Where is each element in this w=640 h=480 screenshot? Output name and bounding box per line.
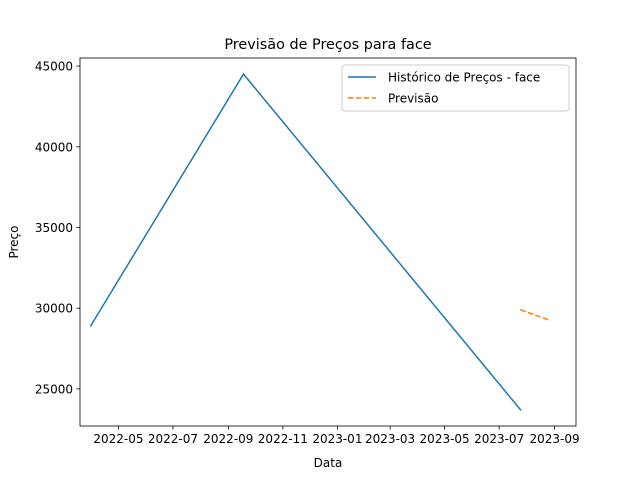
data-point-0-1	[242, 73, 245, 75]
legend-label-1: Previsão	[388, 92, 438, 106]
x-tick-label: 2023-09	[529, 432, 579, 446]
legend-label-0: Histórico de Preços - face	[388, 71, 540, 85]
legend-box	[341, 64, 570, 112]
y-tick-label: 35000	[35, 221, 73, 235]
x-tick-label: 2022-11	[258, 432, 308, 446]
plot-frame	[79, 57, 577, 427]
x-tick-label: 2022-09	[203, 432, 253, 446]
y-tick-label: 40000	[35, 140, 73, 154]
x-tick-label: 2023-03	[365, 432, 415, 446]
data-point-1-1	[546, 318, 549, 321]
y-tick-label: 45000	[35, 60, 73, 74]
x-tick-label: 2023-07	[474, 432, 524, 446]
x-axis-label: Data	[314, 456, 343, 470]
y-tick-label: 25000	[35, 382, 73, 396]
data-point-1-0	[519, 309, 522, 311]
x-tick-label: 2023-01	[312, 432, 362, 446]
y-tick-label: 30000	[35, 302, 73, 316]
data-point-0-0	[89, 325, 92, 327]
series-line-1	[520, 309, 548, 321]
legend: Histórico de Preços - face Previsão	[341, 64, 570, 112]
y-axis-label: Preço	[7, 225, 21, 258]
x-tick-label: 2023-05	[420, 432, 470, 446]
data-point-0-2	[519, 409, 522, 411]
series-layer	[89, 72, 549, 411]
x-axis: 2022-05 2022-07 2022-09 2022-11 2023-01 2023-…	[93, 426, 580, 446]
y-axis: 25000 30000 35000 40000 45000	[35, 60, 80, 396]
x-tick-label: 2022-05	[93, 432, 143, 446]
chart-title: Previsão de Preços para face	[224, 37, 431, 53]
x-tick-label: 2022-07	[148, 432, 198, 446]
